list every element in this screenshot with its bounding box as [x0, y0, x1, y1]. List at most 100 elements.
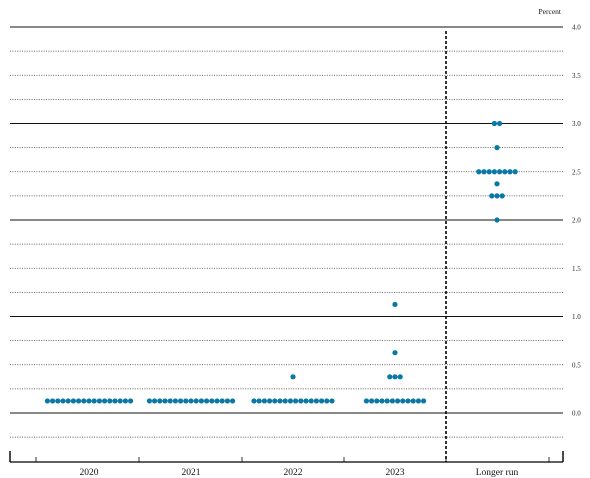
dot-point	[293, 398, 299, 404]
y-tick-label: 4.0	[572, 24, 581, 32]
dot-point	[81, 398, 87, 404]
dots	[44, 120, 518, 404]
y-tick-label: 3.5	[572, 72, 581, 80]
dot-point	[112, 398, 118, 404]
dot-point	[298, 398, 304, 404]
dot-point	[476, 169, 482, 175]
dot-point	[410, 398, 416, 404]
x-category-label: 2020	[80, 468, 99, 478]
dot-point	[491, 120, 497, 127]
y-tick-label: 0.5	[572, 361, 581, 369]
dot-point	[188, 398, 194, 404]
dot-point	[392, 301, 398, 308]
dot-point	[489, 193, 495, 199]
dot-point	[60, 398, 66, 404]
x-category-label: 2022	[284, 468, 303, 478]
dot-point	[497, 120, 503, 127]
dot-point	[272, 398, 278, 404]
dot-point	[219, 398, 225, 404]
dot-point	[102, 398, 108, 404]
dot-point	[303, 398, 309, 404]
dot-point	[91, 398, 97, 404]
dot-point	[507, 169, 513, 175]
x-category-label: Longer run	[476, 468, 519, 478]
dot-point	[395, 398, 401, 404]
dot-point	[287, 398, 293, 404]
dot-point	[308, 398, 314, 404]
y-axis-labels: 0.0 0.5 1.0 1.5 2.0 2.5 3.0 3.5 4.0	[572, 24, 581, 418]
dot-point	[117, 398, 123, 404]
dot-point	[251, 398, 257, 404]
dot-point	[70, 398, 76, 404]
dot-point	[499, 193, 505, 199]
dot-point	[183, 398, 189, 404]
dot-point	[128, 398, 134, 404]
dot-point	[491, 169, 497, 175]
dot-point	[261, 398, 267, 404]
dot-point	[494, 181, 500, 187]
dot-point	[324, 398, 330, 404]
dot-point	[157, 398, 163, 404]
y-tick-label: 2.5	[572, 168, 581, 176]
gridlines	[10, 26, 563, 438]
dot-point	[204, 398, 210, 404]
dot-point	[96, 398, 102, 404]
dot-point	[44, 398, 51, 404]
dot-point	[369, 398, 375, 404]
dot-point	[397, 374, 403, 380]
dot-point	[107, 398, 113, 404]
dot-point	[494, 193, 500, 199]
x-category-label: 2023	[386, 468, 405, 478]
y-tick-label: 1.0	[572, 313, 581, 321]
dot-point	[162, 398, 168, 404]
dot-point	[86, 398, 92, 404]
dot-point	[384, 398, 390, 404]
dot-point	[277, 398, 283, 404]
dot-point	[198, 398, 204, 404]
dot-point	[256, 398, 262, 404]
dot-point	[363, 398, 369, 404]
dot-point	[178, 398, 184, 404]
dot-point	[267, 398, 273, 404]
dot-point	[76, 398, 82, 404]
dot-point	[172, 398, 178, 404]
dot-point	[415, 398, 421, 404]
dot-point	[214, 398, 220, 404]
dot-point	[405, 398, 411, 404]
dot-point	[497, 169, 503, 175]
dot-point	[494, 145, 500, 151]
dot-point	[50, 398, 56, 404]
dot-point	[421, 398, 427, 404]
dot-point	[374, 398, 380, 404]
dot-point	[230, 398, 236, 404]
dot-point	[502, 169, 508, 175]
unit-label: Percent	[539, 7, 562, 16]
dot-point	[152, 398, 158, 404]
dot-point	[313, 398, 319, 404]
x-category-label: 2021	[182, 468, 201, 478]
dot-point	[494, 217, 500, 223]
dot-point	[224, 398, 230, 404]
x-axis: 2020 2021 2022 2023 Longer run	[9, 31, 564, 478]
dot-point	[290, 374, 296, 380]
dot-point	[167, 398, 173, 404]
dot-point	[329, 398, 335, 404]
dot-point	[122, 398, 128, 404]
dot-point	[209, 398, 215, 404]
dot-point	[379, 398, 385, 404]
dot-point	[512, 169, 518, 175]
y-tick-label: 3.0	[572, 120, 581, 128]
y-tick-label: 2.0	[572, 217, 581, 225]
dot-point	[55, 398, 61, 404]
dot-point	[146, 398, 152, 404]
dot-point	[486, 169, 492, 175]
dot-point	[481, 169, 487, 175]
dot-point	[392, 374, 398, 380]
y-tick-label: 0.0	[572, 410, 581, 418]
dot-point	[319, 398, 325, 404]
dot-point	[400, 398, 406, 404]
dot-point	[392, 350, 398, 356]
dot-point	[65, 398, 71, 404]
dot-point	[282, 398, 288, 404]
